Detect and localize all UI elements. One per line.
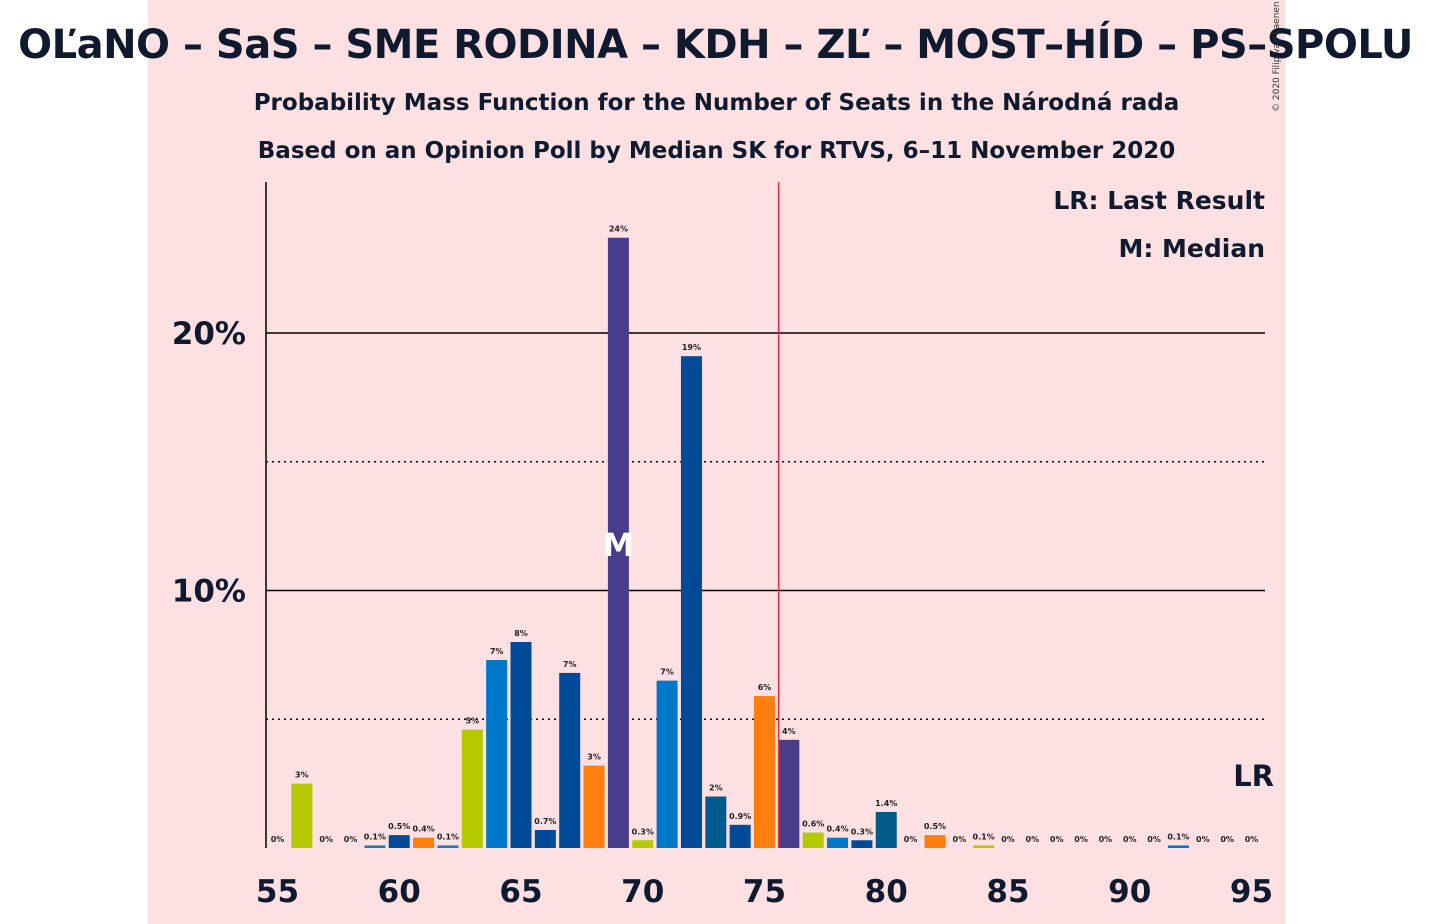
bar-label-61: 0.4% bbox=[413, 825, 435, 834]
bar-label-83: 0% bbox=[953, 835, 967, 844]
bar-82 bbox=[924, 835, 946, 848]
bar-label-73: 2% bbox=[709, 784, 723, 793]
bar-56 bbox=[291, 783, 313, 848]
bar-label-58: 0% bbox=[344, 835, 358, 844]
last-result-marker: LR bbox=[1233, 759, 1274, 793]
bar-label-67: 7% bbox=[563, 660, 577, 669]
bar-label-79: 0.3% bbox=[851, 827, 873, 836]
y-tick-label: 10% bbox=[172, 574, 246, 610]
bar-60 bbox=[388, 835, 410, 848]
bar-label-90: 0% bbox=[1123, 835, 1137, 844]
median-marker: M bbox=[602, 526, 634, 564]
legend-last-result: LR: Last Result bbox=[1053, 186, 1265, 215]
bar-label-78: 0.4% bbox=[826, 825, 848, 834]
chart-subtitle-2: Based on an Opinion Poll by Median SK fo… bbox=[257, 138, 1176, 164]
bar-label-65: 8% bbox=[514, 629, 528, 638]
chart-title: OĽaNO – SaS – SME RODINA – KDH – ZĽ – MO… bbox=[18, 22, 1413, 68]
bar-label-84: 0.1% bbox=[973, 832, 995, 841]
bar-label-86: 0% bbox=[1026, 835, 1040, 844]
bar-59 bbox=[364, 845, 386, 848]
bar-67 bbox=[559, 672, 581, 848]
bar-label-56: 3% bbox=[295, 771, 309, 780]
bar-label-80: 1.4% bbox=[875, 799, 897, 808]
bar-77 bbox=[802, 832, 824, 848]
x-tick-label: 90 bbox=[1108, 874, 1151, 910]
bar-66 bbox=[534, 829, 556, 848]
bar-label-93: 0% bbox=[1196, 835, 1210, 844]
x-tick-label: 95 bbox=[1230, 874, 1273, 910]
bar-62 bbox=[437, 845, 459, 848]
bar-68 bbox=[583, 765, 605, 848]
x-tick-label: 65 bbox=[499, 874, 542, 910]
bar-label-81: 0% bbox=[904, 835, 918, 844]
bar-65 bbox=[510, 642, 532, 848]
bar-69 bbox=[607, 237, 629, 849]
bar-79 bbox=[851, 840, 873, 848]
bar-label-74: 0.9% bbox=[729, 812, 751, 821]
bar-label-60: 0.5% bbox=[388, 822, 410, 831]
bar-label-88: 0% bbox=[1074, 835, 1088, 844]
bar-63 bbox=[461, 729, 483, 848]
x-tick-label: 70 bbox=[621, 874, 664, 910]
bar-label-75: 6% bbox=[758, 683, 772, 692]
bar-84 bbox=[973, 845, 995, 848]
bar-label-55: 0% bbox=[271, 835, 285, 844]
bar-label-63: 5% bbox=[466, 717, 480, 726]
bar-label-77: 0.6% bbox=[802, 820, 824, 829]
bar-label-91: 0% bbox=[1147, 835, 1161, 844]
bar-64 bbox=[486, 660, 508, 848]
bar-78 bbox=[827, 837, 849, 848]
x-tick-label: 60 bbox=[378, 874, 421, 910]
bar-label-87: 0% bbox=[1050, 835, 1064, 844]
x-tick-label: 55 bbox=[256, 874, 299, 910]
bar-80 bbox=[875, 811, 897, 848]
bar-label-92: 0.1% bbox=[1167, 832, 1189, 841]
x-tick-label: 85 bbox=[986, 874, 1029, 910]
bar-73 bbox=[705, 796, 727, 848]
bar-70 bbox=[632, 840, 654, 848]
bar-92 bbox=[1167, 845, 1189, 848]
bar-label-89: 0% bbox=[1099, 835, 1113, 844]
bar-label-66: 0.7% bbox=[534, 817, 556, 826]
bar-label-59: 0.1% bbox=[364, 832, 386, 841]
legend-median: M: Median bbox=[1118, 234, 1265, 263]
chart-subtitle-1: Probability Mass Function for the Number… bbox=[253, 90, 1180, 116]
bar-label-76: 4% bbox=[782, 727, 796, 736]
bar-label-57: 0% bbox=[319, 835, 333, 844]
bar-label-95: 0% bbox=[1245, 835, 1259, 844]
bar-76 bbox=[778, 739, 800, 848]
bar-label-71: 7% bbox=[660, 668, 674, 677]
bar-61 bbox=[413, 837, 435, 848]
bar-label-72: 19% bbox=[682, 343, 701, 352]
bar-label-85: 0% bbox=[1001, 835, 1015, 844]
bar-label-68: 3% bbox=[587, 753, 601, 762]
bar-75 bbox=[754, 696, 775, 848]
bar-label-64: 7% bbox=[490, 647, 504, 656]
y-tick-label: 20% bbox=[172, 316, 246, 352]
bar-74 bbox=[729, 824, 751, 848]
bar-72 bbox=[680, 356, 702, 848]
bar-label-94: 0% bbox=[1220, 835, 1234, 844]
x-tick-label: 80 bbox=[865, 874, 908, 910]
bar-label-82: 0.5% bbox=[924, 822, 946, 831]
bar-71 bbox=[656, 680, 678, 848]
bar-label-62: 0.1% bbox=[437, 832, 459, 841]
bar-label-69: 24% bbox=[609, 225, 628, 234]
x-tick-label: 75 bbox=[743, 874, 786, 910]
bar-label-70: 0.3% bbox=[632, 827, 654, 836]
